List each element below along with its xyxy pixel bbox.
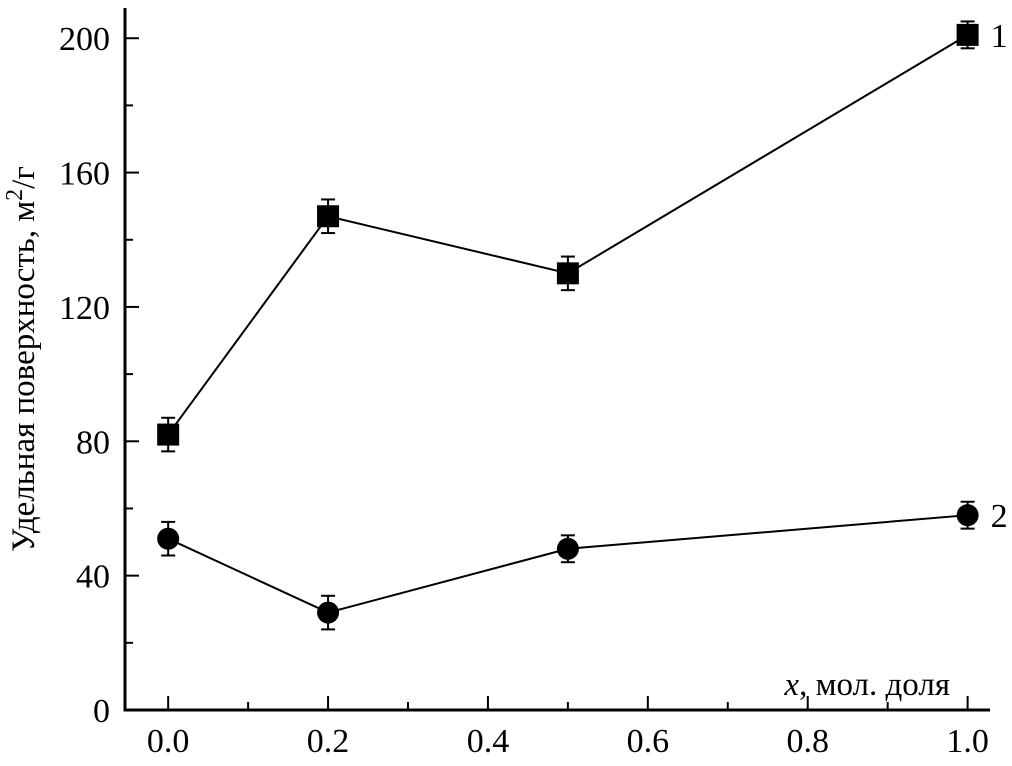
series-2-group: 2 — [157, 498, 1008, 631]
y-tick-label: 120 — [59, 290, 110, 327]
x-tick-label: 0.8 — [786, 723, 829, 760]
series-1-marker-square — [956, 23, 979, 46]
series-2-marker-circle — [556, 537, 579, 560]
y-tick-label: 0 — [93, 693, 110, 730]
x-tick-label: 0.6 — [627, 723, 670, 760]
series-1-marker-square — [556, 262, 579, 285]
x-tick-label: 1.0 — [946, 723, 989, 760]
series-2-marker-circle — [956, 504, 979, 527]
series-1-marker-square — [157, 423, 180, 446]
x-tick-label: 0.0 — [147, 723, 190, 760]
y-axis-title: Удельная поверхность, м2/г — [2, 166, 42, 552]
y-tick-label: 200 — [59, 21, 110, 58]
series-1-line — [167, 34, 969, 436]
x-tick-label: 0.4 — [467, 723, 510, 760]
series-2-label: 2 — [991, 498, 1008, 535]
series-1-group: 1 — [157, 18, 1008, 453]
x-tick-label: 0.2 — [307, 723, 350, 760]
series-2-marker-circle — [157, 527, 180, 550]
y-tick-label: 80 — [76, 424, 110, 461]
series-1-label: 1 — [991, 18, 1008, 55]
series-2-marker-circle — [317, 601, 340, 624]
x-axis-title: x, мол. доля — [783, 667, 950, 703]
y-tick-label: 40 — [76, 559, 110, 596]
y-tick-label: 160 — [59, 156, 110, 193]
series-2-line — [167, 514, 968, 614]
series-1-marker-square — [317, 205, 340, 228]
